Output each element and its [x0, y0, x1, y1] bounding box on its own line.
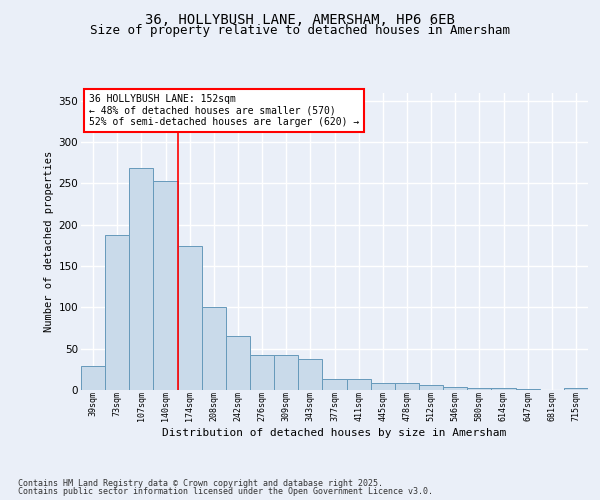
Bar	[564, 388, 588, 390]
Bar	[274, 356, 298, 390]
Bar	[371, 384, 395, 390]
Text: Contains public sector information licensed under the Open Government Licence v3: Contains public sector information licen…	[18, 487, 433, 496]
Bar	[202, 308, 226, 390]
Bar	[515, 389, 540, 390]
Bar	[154, 181, 178, 390]
Text: Size of property relative to detached houses in Amersham: Size of property relative to detached ho…	[90, 24, 510, 37]
Bar	[178, 246, 202, 390]
Bar	[395, 384, 419, 390]
Y-axis label: Number of detached properties: Number of detached properties	[44, 150, 55, 332]
Bar	[419, 385, 443, 390]
X-axis label: Distribution of detached houses by size in Amersham: Distribution of detached houses by size …	[163, 428, 506, 438]
Bar	[322, 380, 347, 390]
Bar	[467, 388, 491, 390]
Text: 36 HOLLYBUSH LANE: 152sqm
← 48% of detached houses are smaller (570)
52% of semi: 36 HOLLYBUSH LANE: 152sqm ← 48% of detac…	[89, 94, 359, 127]
Bar	[347, 380, 371, 390]
Bar	[105, 234, 129, 390]
Bar	[443, 386, 467, 390]
Bar	[250, 356, 274, 390]
Bar	[491, 388, 515, 390]
Text: Contains HM Land Registry data © Crown copyright and database right 2025.: Contains HM Land Registry data © Crown c…	[18, 478, 383, 488]
Bar	[298, 358, 322, 390]
Bar	[226, 336, 250, 390]
Bar	[81, 366, 105, 390]
Text: 36, HOLLYBUSH LANE, AMERSHAM, HP6 6EB: 36, HOLLYBUSH LANE, AMERSHAM, HP6 6EB	[145, 12, 455, 26]
Bar	[129, 168, 154, 390]
